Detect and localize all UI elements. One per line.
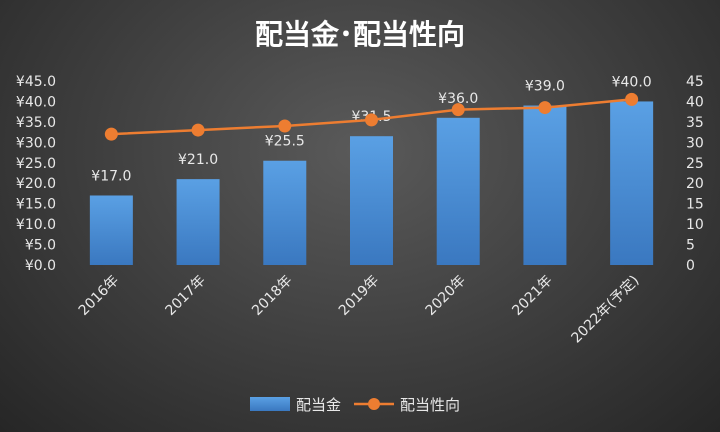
category-label: 2016年: [76, 273, 122, 319]
line-group: [104, 92, 639, 141]
y-left-tick-label: ¥25.0: [16, 156, 56, 172]
chart-title: 配当金･配当性向: [255, 18, 465, 51]
line-point: [451, 103, 465, 117]
category-label: 2022年(予定): [569, 273, 643, 347]
legend-bar-swatch: [250, 397, 290, 411]
category-label: 2018年: [249, 273, 295, 319]
category-label: 2017年: [162, 273, 208, 319]
y-left-tick-label: ¥35.0: [16, 115, 56, 131]
y-right-tick-label: 30: [686, 135, 704, 151]
bar-data-label: ¥25.5: [265, 134, 305, 150]
bar-data-label: ¥40.0: [612, 74, 652, 90]
bar: [523, 105, 567, 266]
bar-data-label: ¥39.0: [525, 79, 565, 95]
bar: [176, 179, 220, 265]
y-left-tick-label: ¥10.0: [16, 217, 56, 233]
legend-line-label: 配当性向: [400, 396, 460, 414]
legend: 配当金 配当性向: [250, 396, 460, 414]
line-point: [365, 113, 378, 127]
line-point: [104, 127, 118, 141]
right-axis: 0 5 10 15 20 25 30 35 40 45: [686, 74, 704, 274]
y-left-tick-label: ¥5.0: [25, 238, 56, 254]
y-right-tick-label: 0: [686, 258, 695, 274]
bar-data-label: ¥21.0: [178, 152, 218, 168]
y-right-tick-label: 45: [686, 74, 704, 90]
bar: [89, 195, 133, 265]
line-point: [278, 119, 292, 133]
category-label: 2019年: [336, 273, 382, 319]
y-left-tick-label: ¥0.0: [25, 258, 56, 274]
line-point: [625, 92, 639, 106]
bar: [350, 136, 393, 265]
bar: [263, 160, 307, 265]
y-right-tick-label: 25: [686, 156, 704, 172]
category-axis: 2016年 2017年 2018年 2019年 2020年 2021年 2022年(予定): [76, 273, 643, 347]
left-axis: ¥0.0 ¥5.0 ¥10.0 ¥15.0 ¥20.0 ¥25.0 ¥30.0 ¥35.0 ¥4…: [16, 74, 56, 274]
category-label: 2021年: [509, 273, 555, 319]
legend-bar-label: 配当金: [296, 396, 341, 414]
bar: [436, 117, 480, 265]
y-right-tick-label: 10: [686, 217, 704, 233]
y-right-tick-label: 40: [686, 94, 704, 110]
y-right-tick-label: 5: [686, 238, 695, 254]
y-right-tick-label: 15: [686, 197, 704, 213]
y-left-tick-label: ¥30.0: [16, 135, 56, 151]
bar-data-label: ¥17.0: [91, 168, 131, 184]
y-left-tick-label: ¥20.0: [16, 176, 56, 192]
y-right-tick-label: 35: [686, 115, 704, 131]
category-label: 2020年: [423, 273, 469, 319]
y-left-tick-label: ¥40.0: [16, 94, 56, 110]
bar-data-label: ¥36.0: [438, 91, 478, 107]
line-point: [538, 101, 552, 115]
y-left-tick-label: ¥15.0: [16, 197, 56, 213]
line-point: [191, 123, 205, 137]
legend-line-marker: [368, 398, 380, 410]
y-left-tick-label: ¥45.0: [16, 74, 56, 90]
bars-group: ¥17.0¥21.0¥25.5¥31.5¥36.0¥39.0¥40.0: [89, 74, 654, 266]
bar: [610, 101, 654, 265]
y-right-tick-label: 20: [686, 176, 704, 192]
